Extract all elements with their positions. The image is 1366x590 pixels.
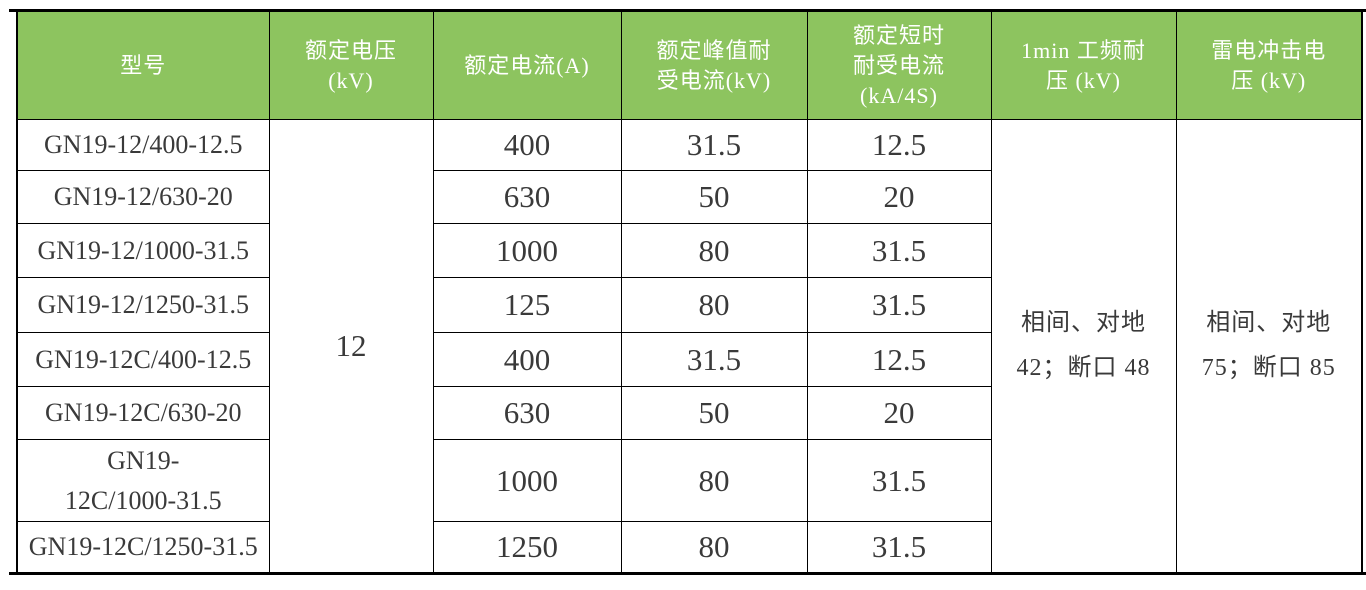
current-cell: 630 xyxy=(432,170,622,224)
lightning-impulse-merged-cell: 相间、对地 75；断口 85 xyxy=(1175,119,1363,573)
table-row: GN19-12C/400-12.5 400 31.5 12.5 xyxy=(16,332,1362,387)
spec-table: 型号 额定电压 (kV) 额定电流(A) 额定峰值耐 受电流(kV) 额定短时 … xyxy=(16,11,1363,573)
peak-current-cell: 80 xyxy=(620,277,808,333)
short-time-current-cell: 12.5 xyxy=(806,332,992,387)
peak-current-cell: 50 xyxy=(620,386,808,440)
current-cell: 630 xyxy=(432,386,622,440)
current-cell: 125 xyxy=(432,277,622,333)
table-row: GN19-12/400-12.5 12 400 31.5 12.5 相间、对地 … xyxy=(16,119,1363,573)
rated-voltage-merged-cell: 12 xyxy=(268,119,434,573)
short-time-current-cell: 31.5 xyxy=(806,277,992,333)
header-row: 型号 额定电压 (kV) 额定电流(A) 额定峰值耐 受电流(kV) 额定短时 … xyxy=(16,11,1363,120)
peak-current-cell: 80 xyxy=(620,521,808,573)
model-cell: GN19-12/1000-31.5 xyxy=(16,223,270,278)
model-cell: GN19- 12C/1000-31.5 xyxy=(16,439,270,522)
peak-current-cell: 80 xyxy=(620,223,808,278)
header-model: 型号 xyxy=(16,11,270,120)
model-cell: GN19-12C/630-20 xyxy=(16,386,270,440)
peak-current-cell: 31.5 xyxy=(620,332,808,387)
header-rated-voltage: 额定电压 (kV) xyxy=(268,11,434,120)
model-cell: GN19-12C/1250-31.5 xyxy=(16,521,270,573)
short-time-current-cell: 31.5 xyxy=(806,439,992,522)
peak-current-cell: 31.5 xyxy=(620,119,808,171)
table-row: GN19-12C/1250-31.5 1250 80 31.5 xyxy=(16,521,1362,573)
table-row: GN19- 12C/1000-31.5 1000 80 31.5 xyxy=(16,439,1362,522)
table-row: GN19-12/1250-31.5 125 80 31.5 xyxy=(16,277,1362,333)
peak-current-cell: 50 xyxy=(620,170,808,224)
model-cell: GN19-12/630-20 xyxy=(16,170,270,224)
current-cell: 1000 xyxy=(432,223,622,278)
short-time-current-cell: 20 xyxy=(806,386,992,440)
short-time-current-cell: 12.5 xyxy=(806,119,992,171)
header-peak-withstand-current: 额定峰值耐 受电流(kV) xyxy=(620,11,808,120)
short-time-current-cell: 31.5 xyxy=(806,521,992,573)
header-lightning-impulse-voltage: 雷电冲击电 压 (kV) xyxy=(1175,11,1363,120)
header-power-frequency-withstand-voltage: 1min 工频耐 压 (kV) xyxy=(990,11,1177,120)
short-time-current-cell: 20 xyxy=(806,170,992,224)
short-time-current-cell: 31.5 xyxy=(806,223,992,278)
spec-table-frame: 型号 额定电压 (kV) 额定电流(A) 额定峰值耐 受电流(kV) 额定短时 … xyxy=(9,9,1366,575)
peak-current-cell: 80 xyxy=(620,439,808,522)
model-cell: GN19-12C/400-12.5 xyxy=(16,332,270,387)
model-cell: GN19-12/400-12.5 xyxy=(16,119,270,171)
model-cell: GN19-12/1250-31.5 xyxy=(16,277,270,333)
power-frequency-merged-cell: 相间、对地 42；断口 48 xyxy=(990,119,1177,573)
current-cell: 400 xyxy=(432,119,622,171)
current-cell: 1000 xyxy=(432,439,622,522)
table-row: GN19-12C/630-20 630 50 20 xyxy=(16,386,1362,440)
current-cell: 1250 xyxy=(432,521,622,573)
header-rated-current: 额定电流(A) xyxy=(432,11,622,120)
header-short-time-withstand-current: 额定短时 耐受电流 (kA/4S) xyxy=(806,11,992,120)
current-cell: 400 xyxy=(432,332,622,387)
